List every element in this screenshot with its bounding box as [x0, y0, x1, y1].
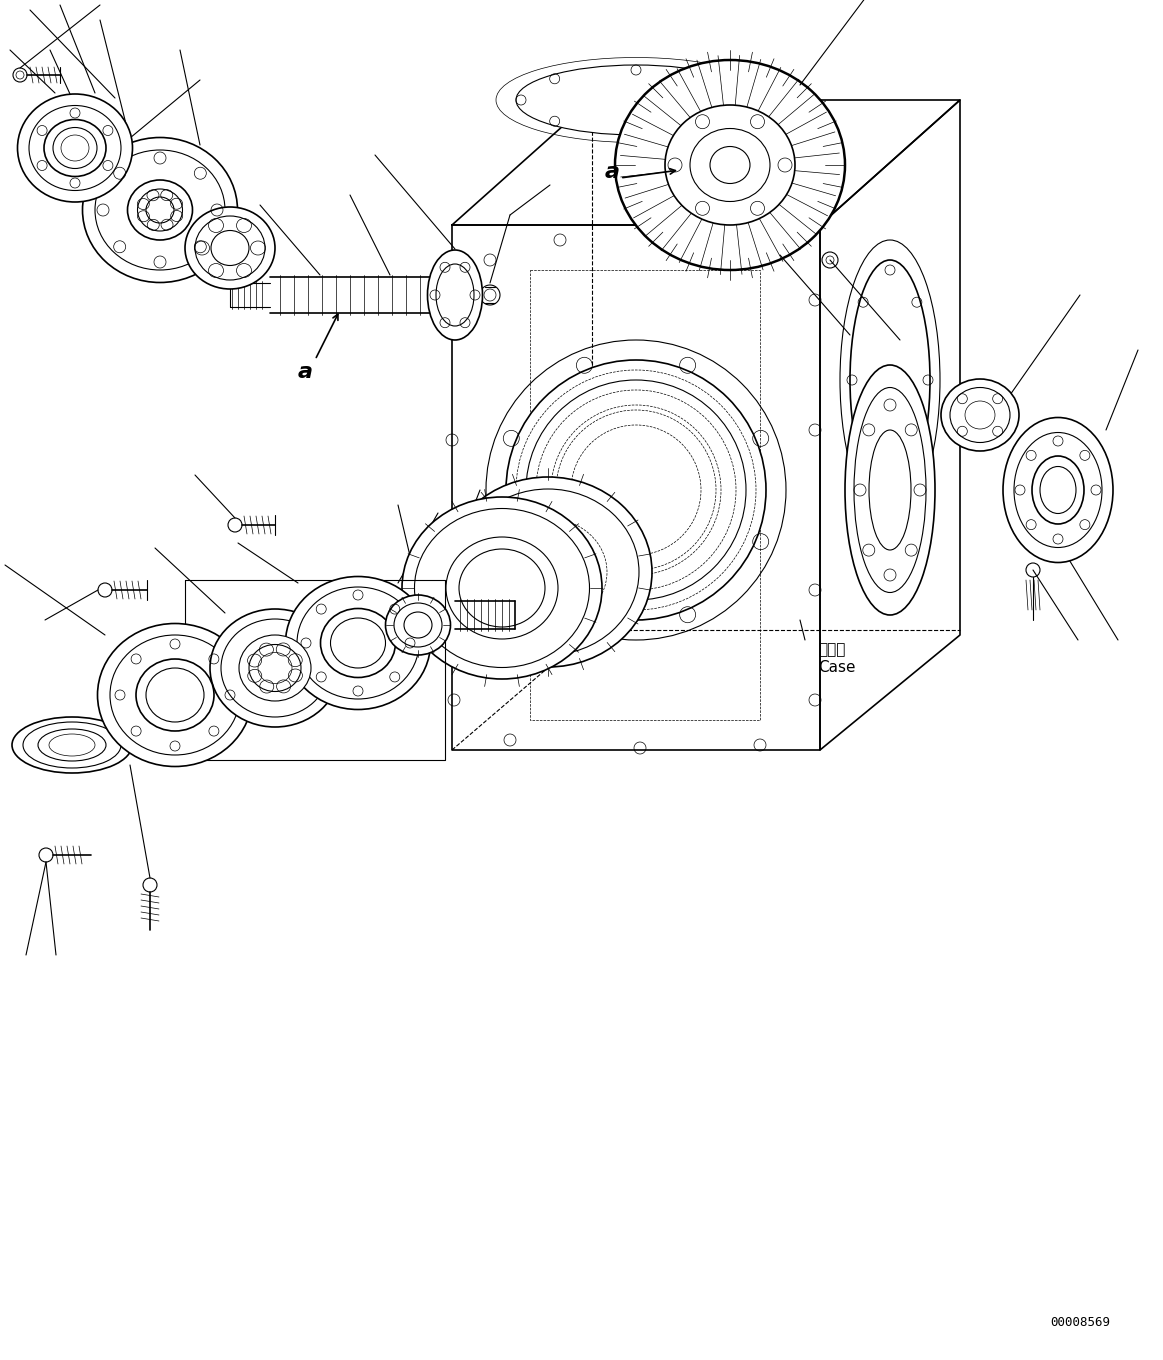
Ellipse shape [516, 65, 756, 135]
Ellipse shape [44, 120, 106, 177]
Text: 00008569: 00008569 [1050, 1316, 1110, 1330]
Ellipse shape [321, 608, 395, 677]
Text: a: a [298, 362, 313, 382]
Ellipse shape [128, 180, 193, 239]
Ellipse shape [17, 94, 133, 203]
Ellipse shape [846, 364, 935, 615]
Ellipse shape [240, 635, 311, 700]
Ellipse shape [12, 717, 131, 772]
Ellipse shape [83, 137, 237, 283]
Ellipse shape [444, 477, 652, 666]
Ellipse shape [690, 128, 770, 201]
Ellipse shape [869, 430, 911, 549]
Polygon shape [452, 224, 820, 749]
Ellipse shape [665, 105, 795, 224]
Polygon shape [820, 101, 959, 749]
Polygon shape [452, 101, 959, 224]
Ellipse shape [136, 660, 214, 732]
Ellipse shape [445, 537, 558, 639]
Ellipse shape [1032, 456, 1084, 524]
Ellipse shape [941, 379, 1019, 452]
Ellipse shape [98, 623, 252, 767]
Text: ケース: ケース [818, 642, 846, 657]
Ellipse shape [385, 596, 450, 656]
Ellipse shape [38, 729, 106, 762]
Ellipse shape [506, 360, 766, 620]
Ellipse shape [211, 609, 340, 728]
Ellipse shape [1003, 418, 1113, 563]
Ellipse shape [185, 207, 274, 290]
Text: Case: Case [818, 661, 856, 676]
Ellipse shape [285, 577, 430, 710]
Ellipse shape [850, 260, 930, 500]
Ellipse shape [402, 496, 602, 679]
Ellipse shape [23, 722, 121, 768]
Ellipse shape [428, 250, 483, 340]
Text: a: a [605, 162, 620, 182]
Ellipse shape [615, 60, 846, 271]
